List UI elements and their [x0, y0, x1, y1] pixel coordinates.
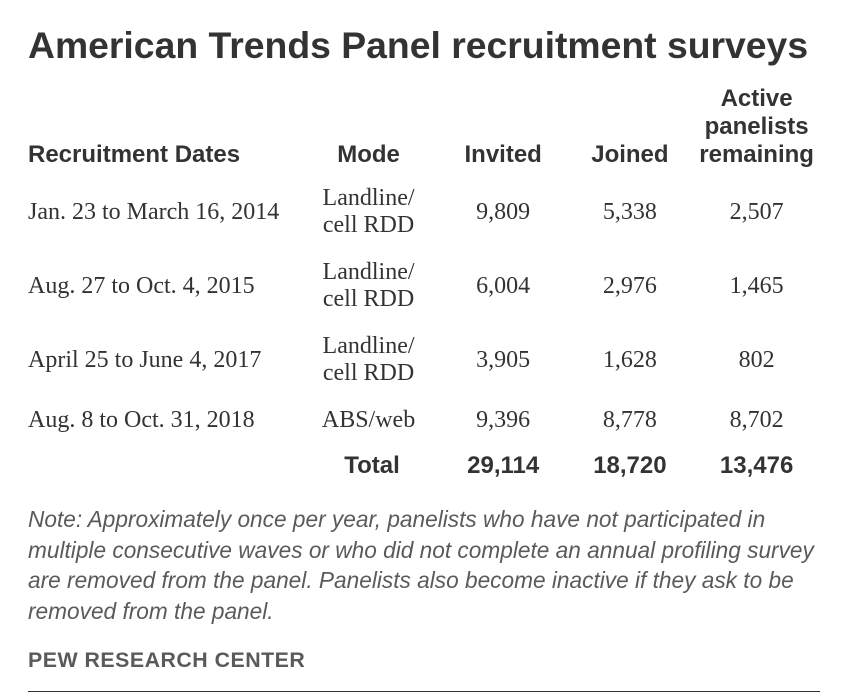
- cell-joined: 1,628: [567, 323, 694, 397]
- mode-line1: ABS/web: [322, 407, 415, 433]
- mode-line1: Landline/: [323, 333, 415, 359]
- header-dates: Recruitment Dates: [28, 85, 297, 175]
- cell-dates: Jan. 23 to March 16, 2014: [28, 175, 297, 249]
- cell-mode: Landline/cell RDD: [297, 249, 440, 323]
- cell-joined: 5,338: [567, 175, 694, 249]
- source-label: PEW RESEARCH CENTER: [28, 648, 820, 673]
- mode-line1: Landline/: [323, 259, 415, 285]
- cell-dates: Aug. 8 to Oct. 31, 2018: [28, 397, 297, 444]
- cell-dates: April 25 to June 4, 2017: [28, 323, 297, 397]
- total-label: Total: [297, 444, 440, 498]
- header-invited: Invited: [440, 85, 567, 175]
- table-row: April 25 to June 4, 2017 Landline/cell R…: [28, 323, 820, 397]
- cell-mode: Landline/cell RDD: [297, 323, 440, 397]
- table-row: Aug. 8 to Oct. 31, 2018 ABS/web 9,396 8,…: [28, 397, 820, 444]
- mode-line2: cell RDD: [323, 286, 414, 312]
- header-joined: Joined: [567, 85, 694, 175]
- page-title: American Trends Panel recruitment survey…: [28, 24, 820, 67]
- total-invited: 29,114: [440, 444, 567, 498]
- table-total-row: Total 29,114 18,720 13,476: [28, 444, 820, 498]
- mode-line1: Landline/: [323, 185, 415, 211]
- cell-joined: 8,778: [567, 397, 694, 444]
- total-remaining: 13,476: [693, 444, 820, 498]
- table-row: Aug. 27 to Oct. 4, 2015 Landline/cell RD…: [28, 249, 820, 323]
- cell-remaining: 8,702: [693, 397, 820, 444]
- cell-invited: 6,004: [440, 249, 567, 323]
- total-joined: 18,720: [567, 444, 694, 498]
- cell-invited: 9,396: [440, 397, 567, 444]
- cell-remaining: 1,465: [693, 249, 820, 323]
- cell-remaining: 2,507: [693, 175, 820, 249]
- cell-mode: Landline/cell RDD: [297, 175, 440, 249]
- cell-dates: Aug. 27 to Oct. 4, 2015: [28, 249, 297, 323]
- table-row: Jan. 23 to March 16, 2014 Landline/cell …: [28, 175, 820, 249]
- table-body: Jan. 23 to March 16, 2014 Landline/cell …: [28, 175, 820, 498]
- cell-invited: 9,809: [440, 175, 567, 249]
- cell-remaining: 802: [693, 323, 820, 397]
- mode-line2: cell RDD: [323, 212, 414, 238]
- cell-invited: 3,905: [440, 323, 567, 397]
- mode-line2: cell RDD: [323, 360, 414, 386]
- table-header-row: Recruitment Dates Mode Invited Joined Ac…: [28, 85, 820, 175]
- cell-mode: ABS/web: [297, 397, 440, 444]
- footnote: Note: Approximately once per year, panel…: [28, 504, 820, 626]
- header-remaining: Active panelists remaining: [693, 85, 820, 175]
- header-mode: Mode: [297, 85, 440, 175]
- recruitment-table: Recruitment Dates Mode Invited Joined Ac…: [28, 85, 820, 498]
- total-empty: [28, 444, 297, 498]
- cell-joined: 2,976: [567, 249, 694, 323]
